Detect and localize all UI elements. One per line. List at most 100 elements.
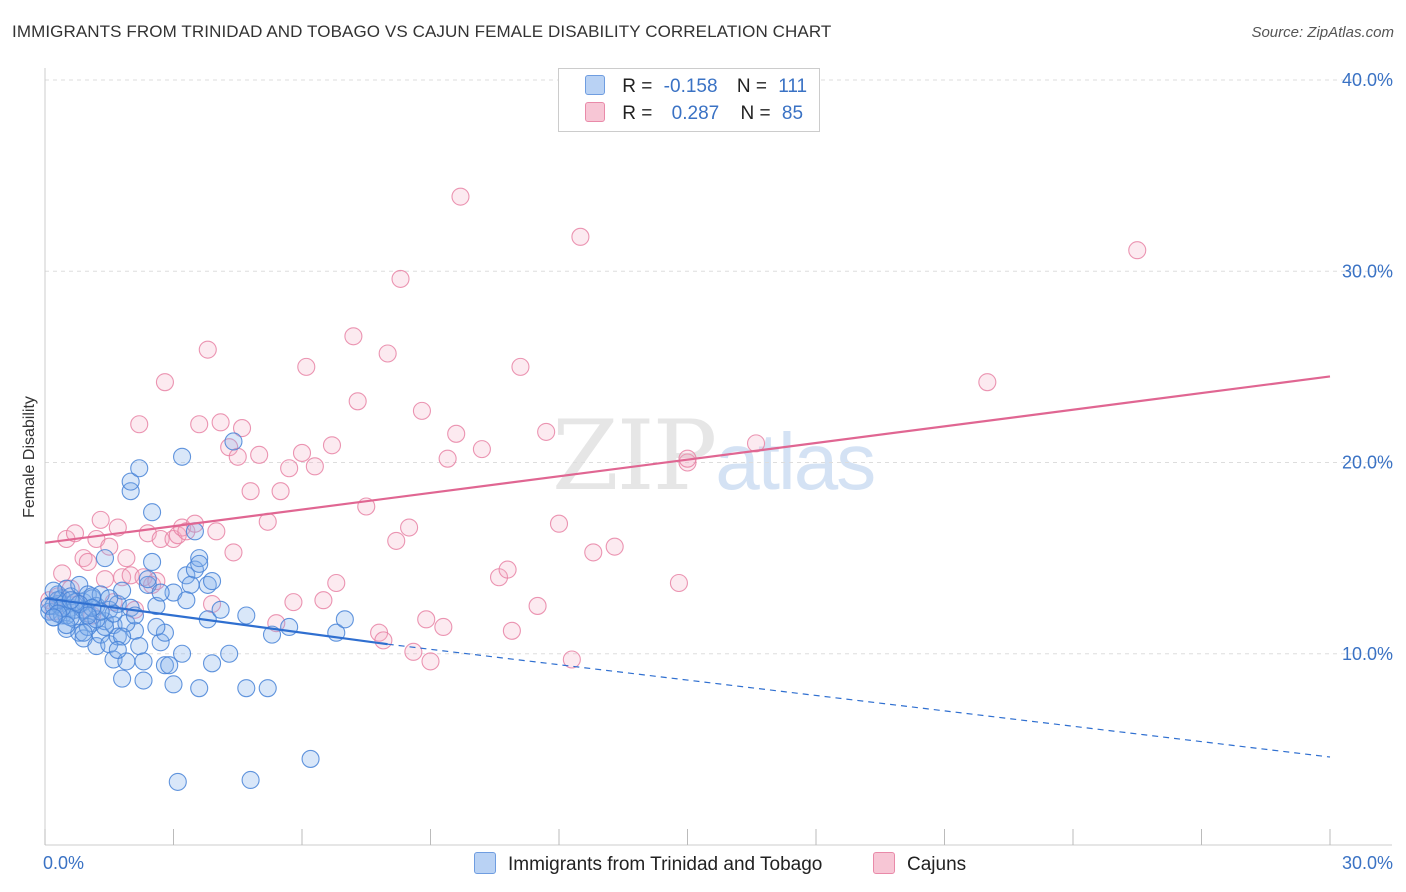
trinidad-point: [121, 472, 140, 491]
cajun-point: [250, 445, 269, 464]
trinidad-point: [190, 549, 209, 568]
legend-blue-n-label: N =: [736, 76, 767, 97]
cajun-point: [53, 564, 72, 583]
trinidad-point: [151, 583, 170, 602]
cajun-point: [528, 596, 547, 615]
trinidad-point: [224, 432, 243, 451]
trinidad-points: [40, 432, 354, 791]
cajun-point: [280, 459, 299, 478]
trinidad-point: [280, 617, 299, 637]
cajun-point: [297, 357, 316, 376]
trinidad-trend-extension: [387, 643, 1331, 758]
cajun-point: [344, 327, 363, 346]
trinidad-point: [173, 644, 192, 663]
cajun-point: [584, 543, 603, 562]
cajun-point: [451, 187, 470, 206]
cajun-point: [378, 344, 397, 363]
trinidad-point: [164, 675, 183, 694]
cajun-point: [348, 392, 367, 411]
cajun-point: [211, 413, 230, 432]
cajun-point: [95, 570, 115, 589]
cajun-point: [746, 434, 766, 453]
source-label: Source: ZipAtlas.com: [1251, 24, 1394, 41]
trinidad-point: [143, 503, 162, 522]
cajun-point: [91, 510, 110, 529]
legend-pink-r-value: 0.287: [671, 103, 720, 124]
trinidad-point: [147, 596, 166, 615]
bottom-legend-pink: Cajuns: [873, 852, 966, 876]
trinidad-point: [190, 554, 209, 573]
trinidad-point: [147, 617, 166, 637]
cajun-point: [438, 449, 457, 468]
cajun-point: [232, 419, 252, 438]
trend-lines: [44, 375, 1331, 758]
y-tick-label: 30.0%: [1342, 261, 1393, 281]
y-tick-label: 20.0%: [1342, 453, 1393, 473]
correlation-legend: R = -0.158 N = 111 R = 0.287 N = 85: [558, 68, 820, 132]
x-tick-label: 30.0%: [1342, 853, 1393, 873]
legend-row-pink: R = 0.287 N = 85: [585, 102, 803, 130]
cajun-point: [605, 537, 624, 556]
trinidad-trend-line: [44, 597, 388, 646]
cajun-point: [284, 593, 303, 612]
watermark-atlas: atlas: [715, 417, 876, 506]
trinidad-point: [143, 552, 162, 572]
cajun-point: [978, 373, 997, 392]
cajun-point: [374, 631, 393, 650]
trinidad-point: [78, 606, 97, 625]
bottom-legend-blue: Immigrants from Trinidad and Tobago: [474, 852, 822, 876]
cajun-point: [198, 340, 217, 359]
watermark: ZIPatlas: [552, 400, 876, 512]
cajun-point: [400, 518, 419, 537]
cajun-point: [537, 422, 556, 441]
trinidad-point: [335, 610, 354, 629]
trinidad-point: [108, 640, 127, 659]
cajun-point: [417, 610, 436, 629]
cajun-point: [305, 457, 324, 476]
legend-pink-n-value: 85: [781, 103, 804, 124]
cajun-point: [562, 650, 581, 669]
cajuns-points: [40, 187, 1147, 671]
cajun-point: [207, 522, 226, 541]
bottom-legend-blue-label: Immigrants from Trinidad and Tobago: [508, 854, 823, 875]
bottom-legend-pink-label: Cajuns: [907, 854, 967, 875]
trinidad-point: [113, 627, 132, 646]
trinidad-point: [134, 671, 153, 690]
trinidad-point: [134, 652, 153, 671]
trinidad-point: [220, 644, 239, 663]
trinidad-point: [177, 591, 196, 610]
legend-swatch-blue: [585, 75, 605, 95]
cajun-point: [292, 443, 312, 462]
cajun-point: [1128, 241, 1147, 260]
tick-labels: 10.0% 20.0% 30.0% 40.0% 0.0% 30.0%: [43, 70, 1393, 873]
legend-blue-r-label: R =: [622, 76, 653, 97]
trinidad-point: [258, 679, 277, 698]
trinidad-point: [130, 459, 149, 478]
trinidad-point: [190, 679, 209, 698]
cajun-point: [130, 415, 149, 434]
cajun-point: [511, 357, 530, 376]
cajun-point: [78, 552, 97, 572]
cajun-point: [498, 560, 517, 579]
trinidad-point: [185, 522, 204, 541]
trinidad-point: [108, 627, 127, 646]
trinidad-point: [237, 606, 256, 625]
y-tick-label: 40.0%: [1342, 70, 1393, 90]
legend-blue-r-value: -0.158: [663, 76, 718, 97]
cajun-point: [421, 652, 440, 671]
trinidad-point: [301, 749, 320, 768]
trinidad-point: [130, 637, 149, 656]
trinidad-point: [168, 772, 187, 791]
trinidad-point: [155, 656, 174, 675]
cajun-point: [571, 227, 590, 246]
cajun-point: [151, 529, 170, 549]
trinidad-point: [241, 770, 260, 790]
x-tick-label: 0.0%: [43, 853, 84, 873]
cajun-point: [434, 617, 453, 637]
cajun-point: [502, 621, 521, 640]
cajun-point: [314, 591, 333, 610]
trinidad-point: [113, 669, 132, 688]
cajun-point: [404, 642, 423, 661]
axes: [44, 68, 1392, 846]
legend-blue-n-value: 111: [778, 76, 808, 97]
